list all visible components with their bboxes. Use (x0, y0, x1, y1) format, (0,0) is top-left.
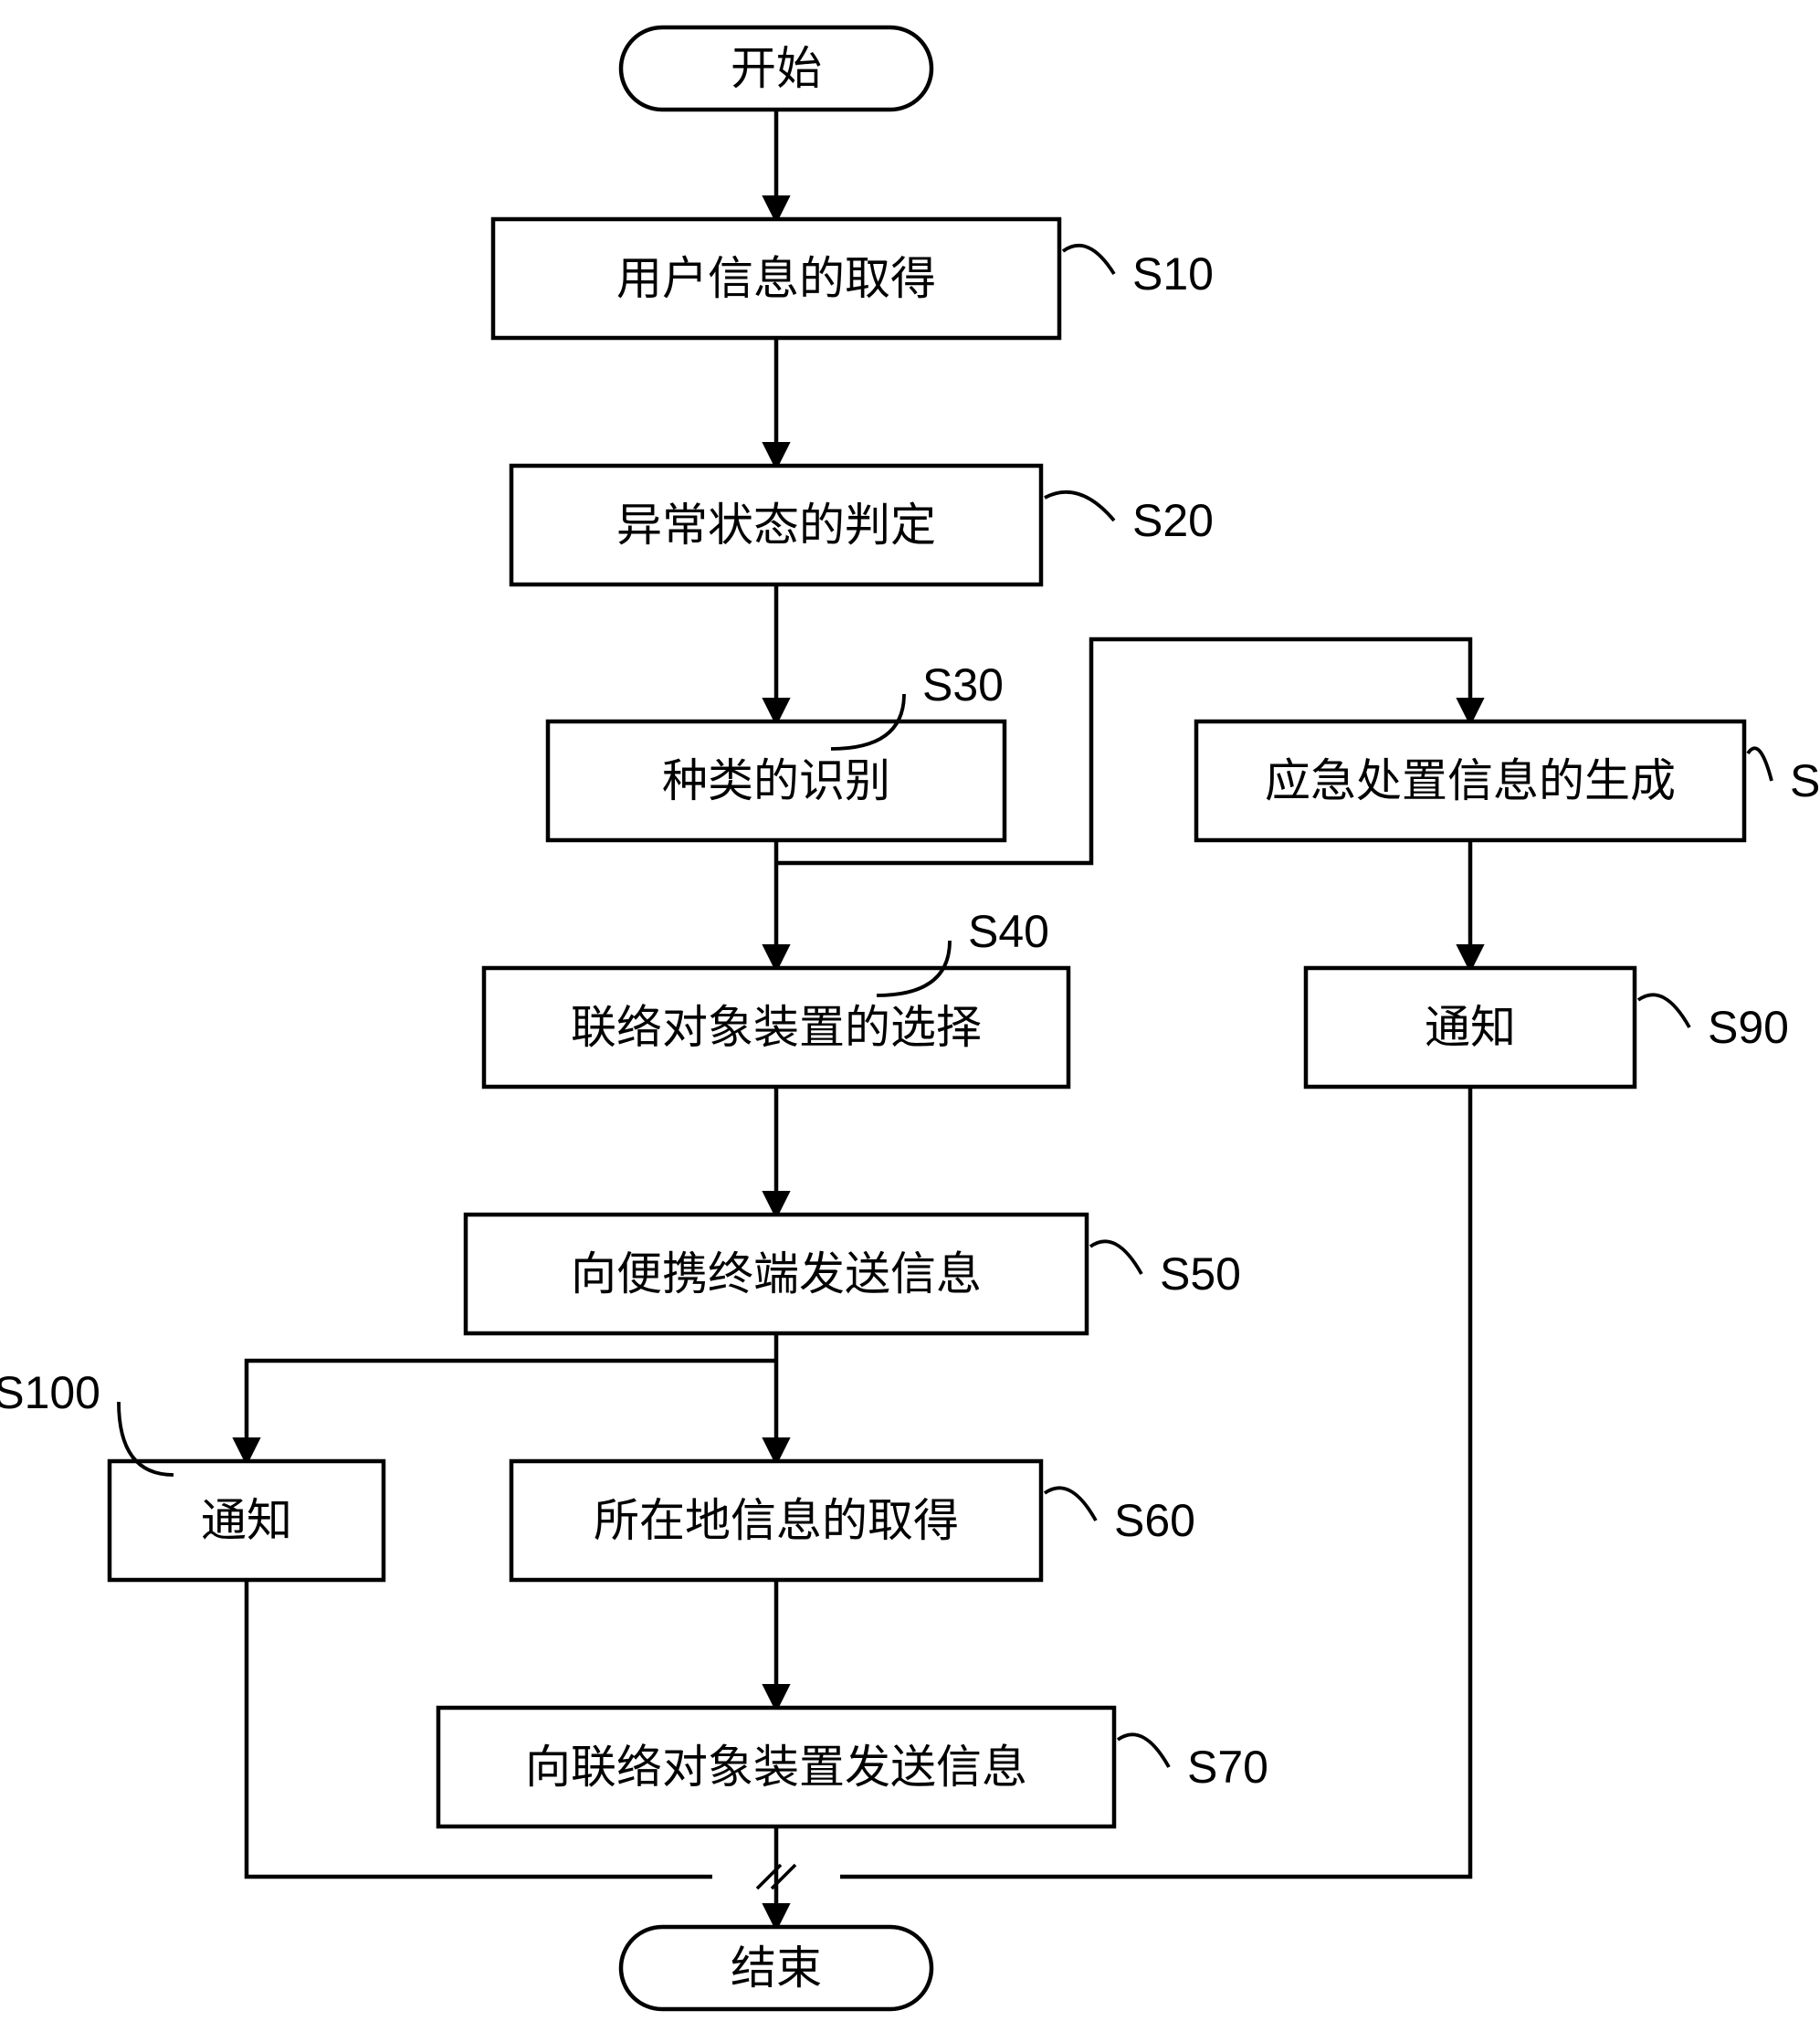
node-text: 种类的识别 (662, 755, 890, 806)
flow-edge (247, 1361, 776, 1461)
label-leader (1638, 995, 1689, 1027)
step-label: S80 (1790, 755, 1820, 806)
step-label: S10 (1132, 248, 1214, 300)
flow-node-start: 开始 (621, 27, 931, 110)
node-text: 联络对象装置的选择 (571, 1002, 982, 1053)
node-text: 应急处置信息的生成 (1265, 755, 1676, 806)
flow-node-s60: 所在地信息的取得 (511, 1461, 1041, 1580)
step-label: S50 (1160, 1248, 1241, 1300)
flow-node-s30: 种类的识别 (548, 721, 1005, 840)
flow-node-s40: 联络对象装置的选择 (484, 968, 1068, 1087)
node-text: 向便携终端发送信息 (571, 1248, 982, 1300)
step-label: S100 (0, 1367, 100, 1418)
node-text: 所在地信息的取得 (594, 1495, 959, 1546)
node-text: 结束 (731, 1942, 822, 1994)
label-leader (1045, 1488, 1096, 1521)
node-text: 通知 (1425, 1002, 1516, 1053)
label-leader (1045, 492, 1114, 521)
node-text: 开始 (731, 43, 822, 94)
node-text: 用户信息的取得 (616, 253, 936, 304)
node-text: 向联络对象装置发送信息 (525, 1742, 1027, 1793)
step-label: S70 (1187, 1742, 1268, 1793)
flow-node-s50: 向便携终端发送信息 (466, 1215, 1087, 1333)
flow-node-s90: 通知 (1306, 968, 1635, 1087)
label-leader (1118, 1734, 1169, 1767)
node-text: 异常状态的判定 (616, 500, 936, 551)
step-label: S90 (1708, 1002, 1789, 1053)
node-text: 通知 (201, 1495, 292, 1546)
label-leader (1748, 748, 1772, 781)
flow-node-end: 结束 (621, 1927, 931, 2009)
flow-node-s20: 异常状态的判定 (511, 466, 1041, 584)
label-leader (1090, 1241, 1141, 1274)
flow-node-s80: 应急处置信息的生成 (1196, 721, 1744, 840)
label-leader (1063, 246, 1114, 274)
flowchart-diagram: 开始用户信息的取得 S10 异常状态的判定 S20 种类的识别 S30 联络对象装置的选择 S… (0, 0, 1820, 2042)
step-label: S30 (922, 659, 1004, 710)
step-label: S60 (1114, 1495, 1195, 1546)
flow-node-s10: 用户信息的取得 (493, 219, 1059, 338)
flow-node-s70: 向联络对象装置发送信息 (438, 1708, 1114, 1826)
step-label: S40 (968, 906, 1049, 957)
flow-node-s100: 通知 (110, 1461, 384, 1580)
step-label: S20 (1132, 495, 1214, 546)
